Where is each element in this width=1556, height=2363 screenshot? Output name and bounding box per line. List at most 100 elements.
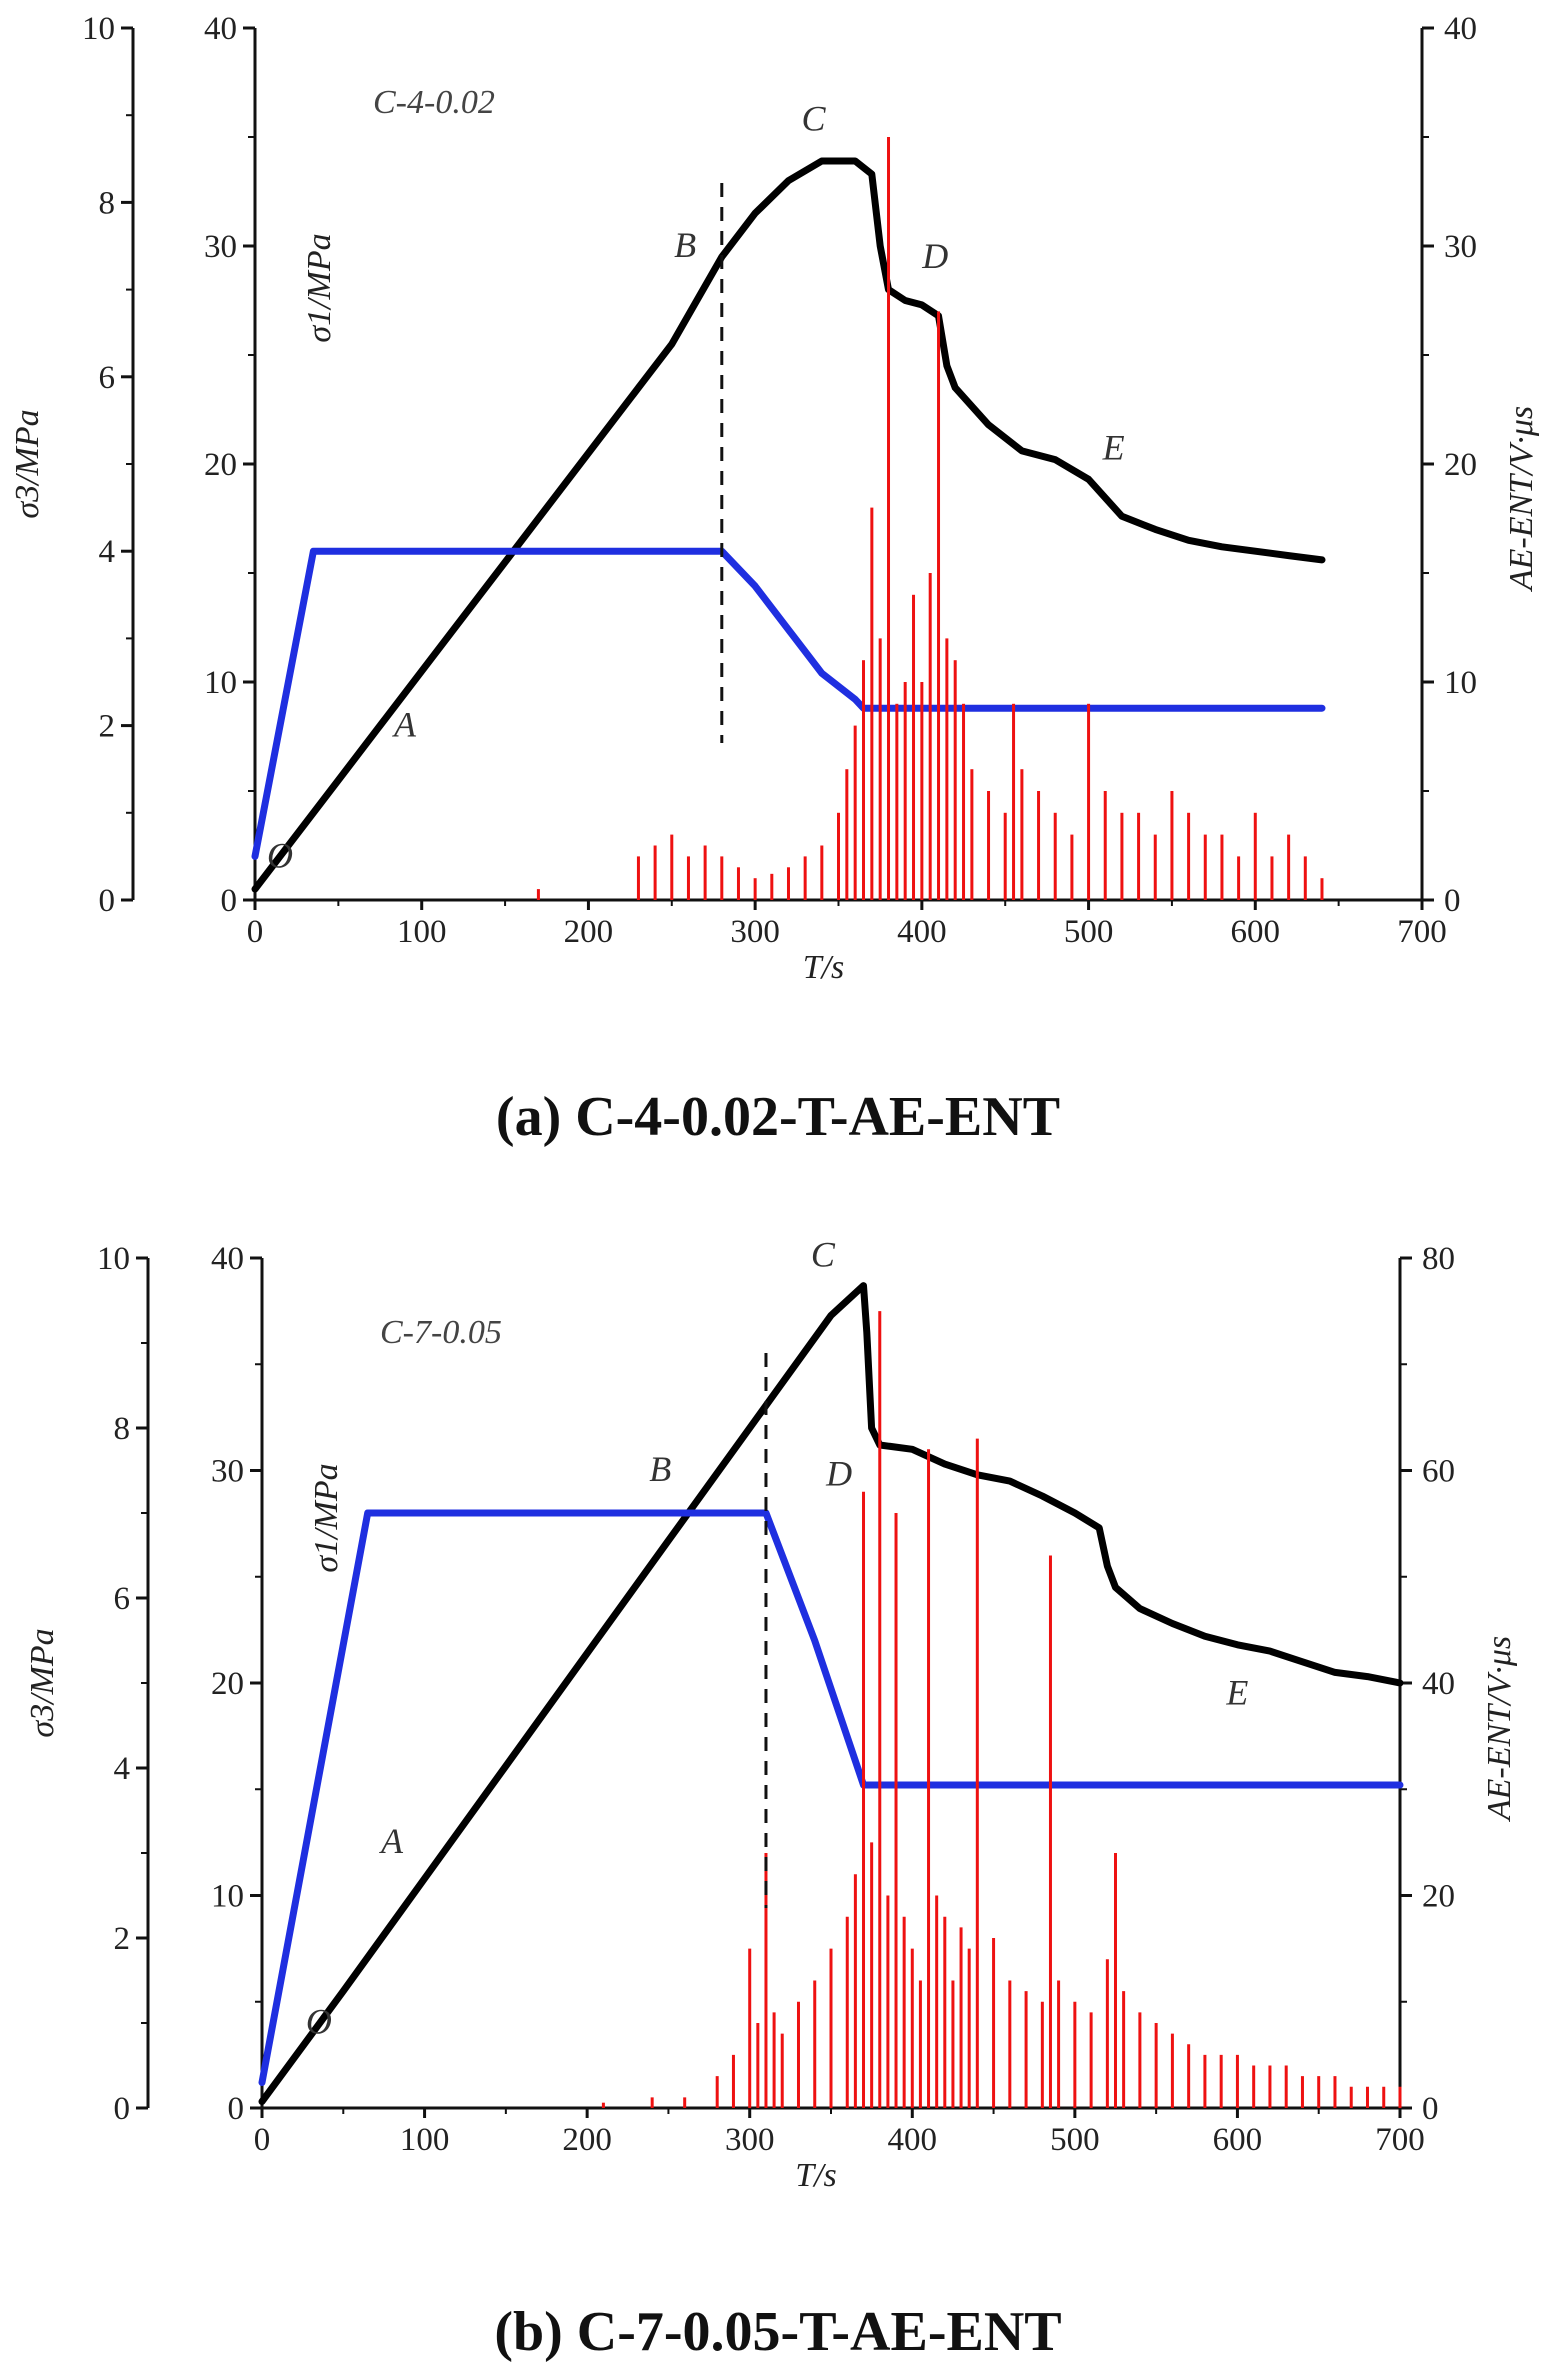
s1-axis-tick-label: 10 [211, 1879, 244, 1915]
ae-ent-bar [953, 660, 957, 900]
ae-ent-bar [1114, 1853, 1117, 2108]
s3-axis-tick-label: 2 [99, 709, 116, 745]
ae-ent-bar [703, 845, 707, 900]
ae-axis-tick-label: 80 [1422, 1241, 1455, 1277]
ae-ent-bar [803, 856, 807, 900]
ae-ent-bar [820, 845, 824, 900]
ae-axis-tick-label: 20 [1444, 447, 1477, 483]
ae-ent-bar [796, 2001, 800, 2108]
x-axis-title: T/s [795, 2157, 837, 2194]
s3-axis-tick-label: 4 [99, 534, 116, 570]
point-label: O [306, 2002, 332, 2042]
ae-ent-bar [1103, 791, 1107, 900]
ae-ent-bar [1037, 791, 1041, 900]
x-tick-label: 400 [888, 2122, 938, 2158]
ae-ent-bar [910, 1948, 914, 2108]
ae-ent-bar [1040, 2001, 1044, 2108]
ae-ent-bar [1320, 878, 1324, 900]
ae-ent-bar [780, 2033, 784, 2108]
s3-series-line [251, 547, 1326, 860]
ae-ent-bar [770, 873, 774, 900]
ae-ent-bar [1122, 1991, 1126, 2108]
ae-ent-bar [1153, 834, 1157, 900]
ae-ent-bar [1053, 812, 1057, 900]
ae-ent-bar [943, 1916, 947, 2108]
s1-series-line [251, 157, 1326, 893]
ae-ent-bar [951, 1980, 955, 2108]
ae-ent-bar [870, 1842, 874, 2108]
s1-axis-tick-label: 20 [211, 1666, 244, 1702]
ae-ent-bar [1187, 2044, 1191, 2108]
ae-ent-bar [764, 1853, 768, 2108]
ae-axis-tick-label: 40 [1422, 1666, 1455, 1702]
chart-panel-a: 0 100 200 300 400 500 600 700T/s024681001020304… [9, 11, 1540, 1148]
ae-ent-bar [829, 1948, 833, 2108]
ae-ent-bar [845, 1916, 849, 2108]
ae-ent-bar [1253, 812, 1257, 900]
ae-ent-bar [1008, 1980, 1012, 2108]
s3-axis-tick-label: 0 [99, 883, 116, 919]
s3-axis-tick-label: 10 [82, 11, 115, 47]
ae-axis-title: AE-ENT/V·μs [1503, 406, 1540, 592]
ae-axis-tick-label: 0 [1444, 883, 1461, 919]
ae-ent-bar [903, 682, 907, 900]
ae-ent-bar [748, 1948, 752, 2108]
panel-tag: C-4-0.02 [373, 84, 495, 121]
ae-ent-bar [786, 867, 790, 900]
ae-ent-bar [837, 812, 840, 900]
ae-ent-bar [987, 791, 991, 900]
s3-axis-title: σ3/MPa [9, 409, 46, 518]
ae-ent-bar [928, 573, 932, 900]
x-tick-label: 600 [1213, 2122, 1263, 2158]
ae-ent-bar [1024, 1991, 1028, 2108]
ae-axis-tick-label: 60 [1422, 1454, 1455, 1490]
ae-ent-bar [683, 2097, 687, 2108]
s3-axis-tick-label: 0 [114, 2091, 131, 2127]
x-tick-label: 300 [725, 2122, 775, 2158]
ae-ent-bar [1187, 812, 1191, 900]
ae-ent-bar [1252, 2065, 1256, 2108]
ae-ent-bar [1303, 856, 1307, 900]
ae-ent-bar [935, 1895, 939, 2108]
point-label: C [811, 1235, 836, 1275]
ae-ent-bar [1012, 703, 1016, 900]
ae-ent-bar [912, 594, 916, 900]
ae-ent-bar [1317, 2076, 1321, 2108]
x-tick-label: 100 [397, 914, 447, 950]
x-tick-label: 100 [400, 2122, 450, 2158]
ae-ent-bar [1087, 703, 1091, 900]
panel-tag: C-7-0.05 [380, 1314, 502, 1351]
s1-axis-tick-label: 40 [211, 1241, 244, 1277]
ae-ent-bar [1237, 856, 1241, 900]
ae-ent-bar [1203, 2054, 1207, 2108]
point-label: C [801, 98, 826, 138]
ae-ent-bar [1105, 1959, 1109, 2108]
s1-series-line [258, 1282, 1404, 2106]
ae-ent-bar [853, 1874, 857, 2108]
ae-ent-bar [1220, 834, 1224, 900]
x-tick-label: 0 [254, 2122, 271, 2158]
ae-ent-bar [536, 889, 540, 900]
x-tick-label: 500 [1050, 2122, 1100, 2158]
point-label: A [379, 1821, 404, 1861]
s1-axis-title: σ1/MPa [301, 233, 338, 342]
s1-axis-tick-label: 0 [228, 2091, 245, 2127]
x-tick-label: 700 [1397, 914, 1447, 950]
figure-caption: (b) C-7-0.05-T-AE-ENT [494, 2301, 1061, 2363]
point-label: D [921, 236, 948, 276]
s1-axis-tick-label: 0 [221, 883, 238, 919]
ae-ent-bar [967, 1948, 971, 2108]
ae-axis-tick-label: 30 [1444, 229, 1477, 265]
point-label: E [1102, 428, 1125, 468]
x-tick-label: 600 [1231, 914, 1281, 950]
ae-ent-bar [937, 311, 941, 900]
ae-ent-bar [894, 1513, 898, 2108]
x-tick-label: 300 [730, 914, 780, 950]
s1-axis-tick-label: 30 [211, 1454, 244, 1490]
s3-axis-tick-label: 8 [114, 1411, 131, 1447]
ae-ent-bar [975, 1438, 979, 2108]
ae-ent-bar [1048, 1555, 1052, 2108]
ae-ent-bar [1219, 2054, 1223, 2108]
ae-axis-tick-label: 0 [1422, 2091, 1439, 2127]
ae-ent-bar [1089, 2012, 1093, 2108]
